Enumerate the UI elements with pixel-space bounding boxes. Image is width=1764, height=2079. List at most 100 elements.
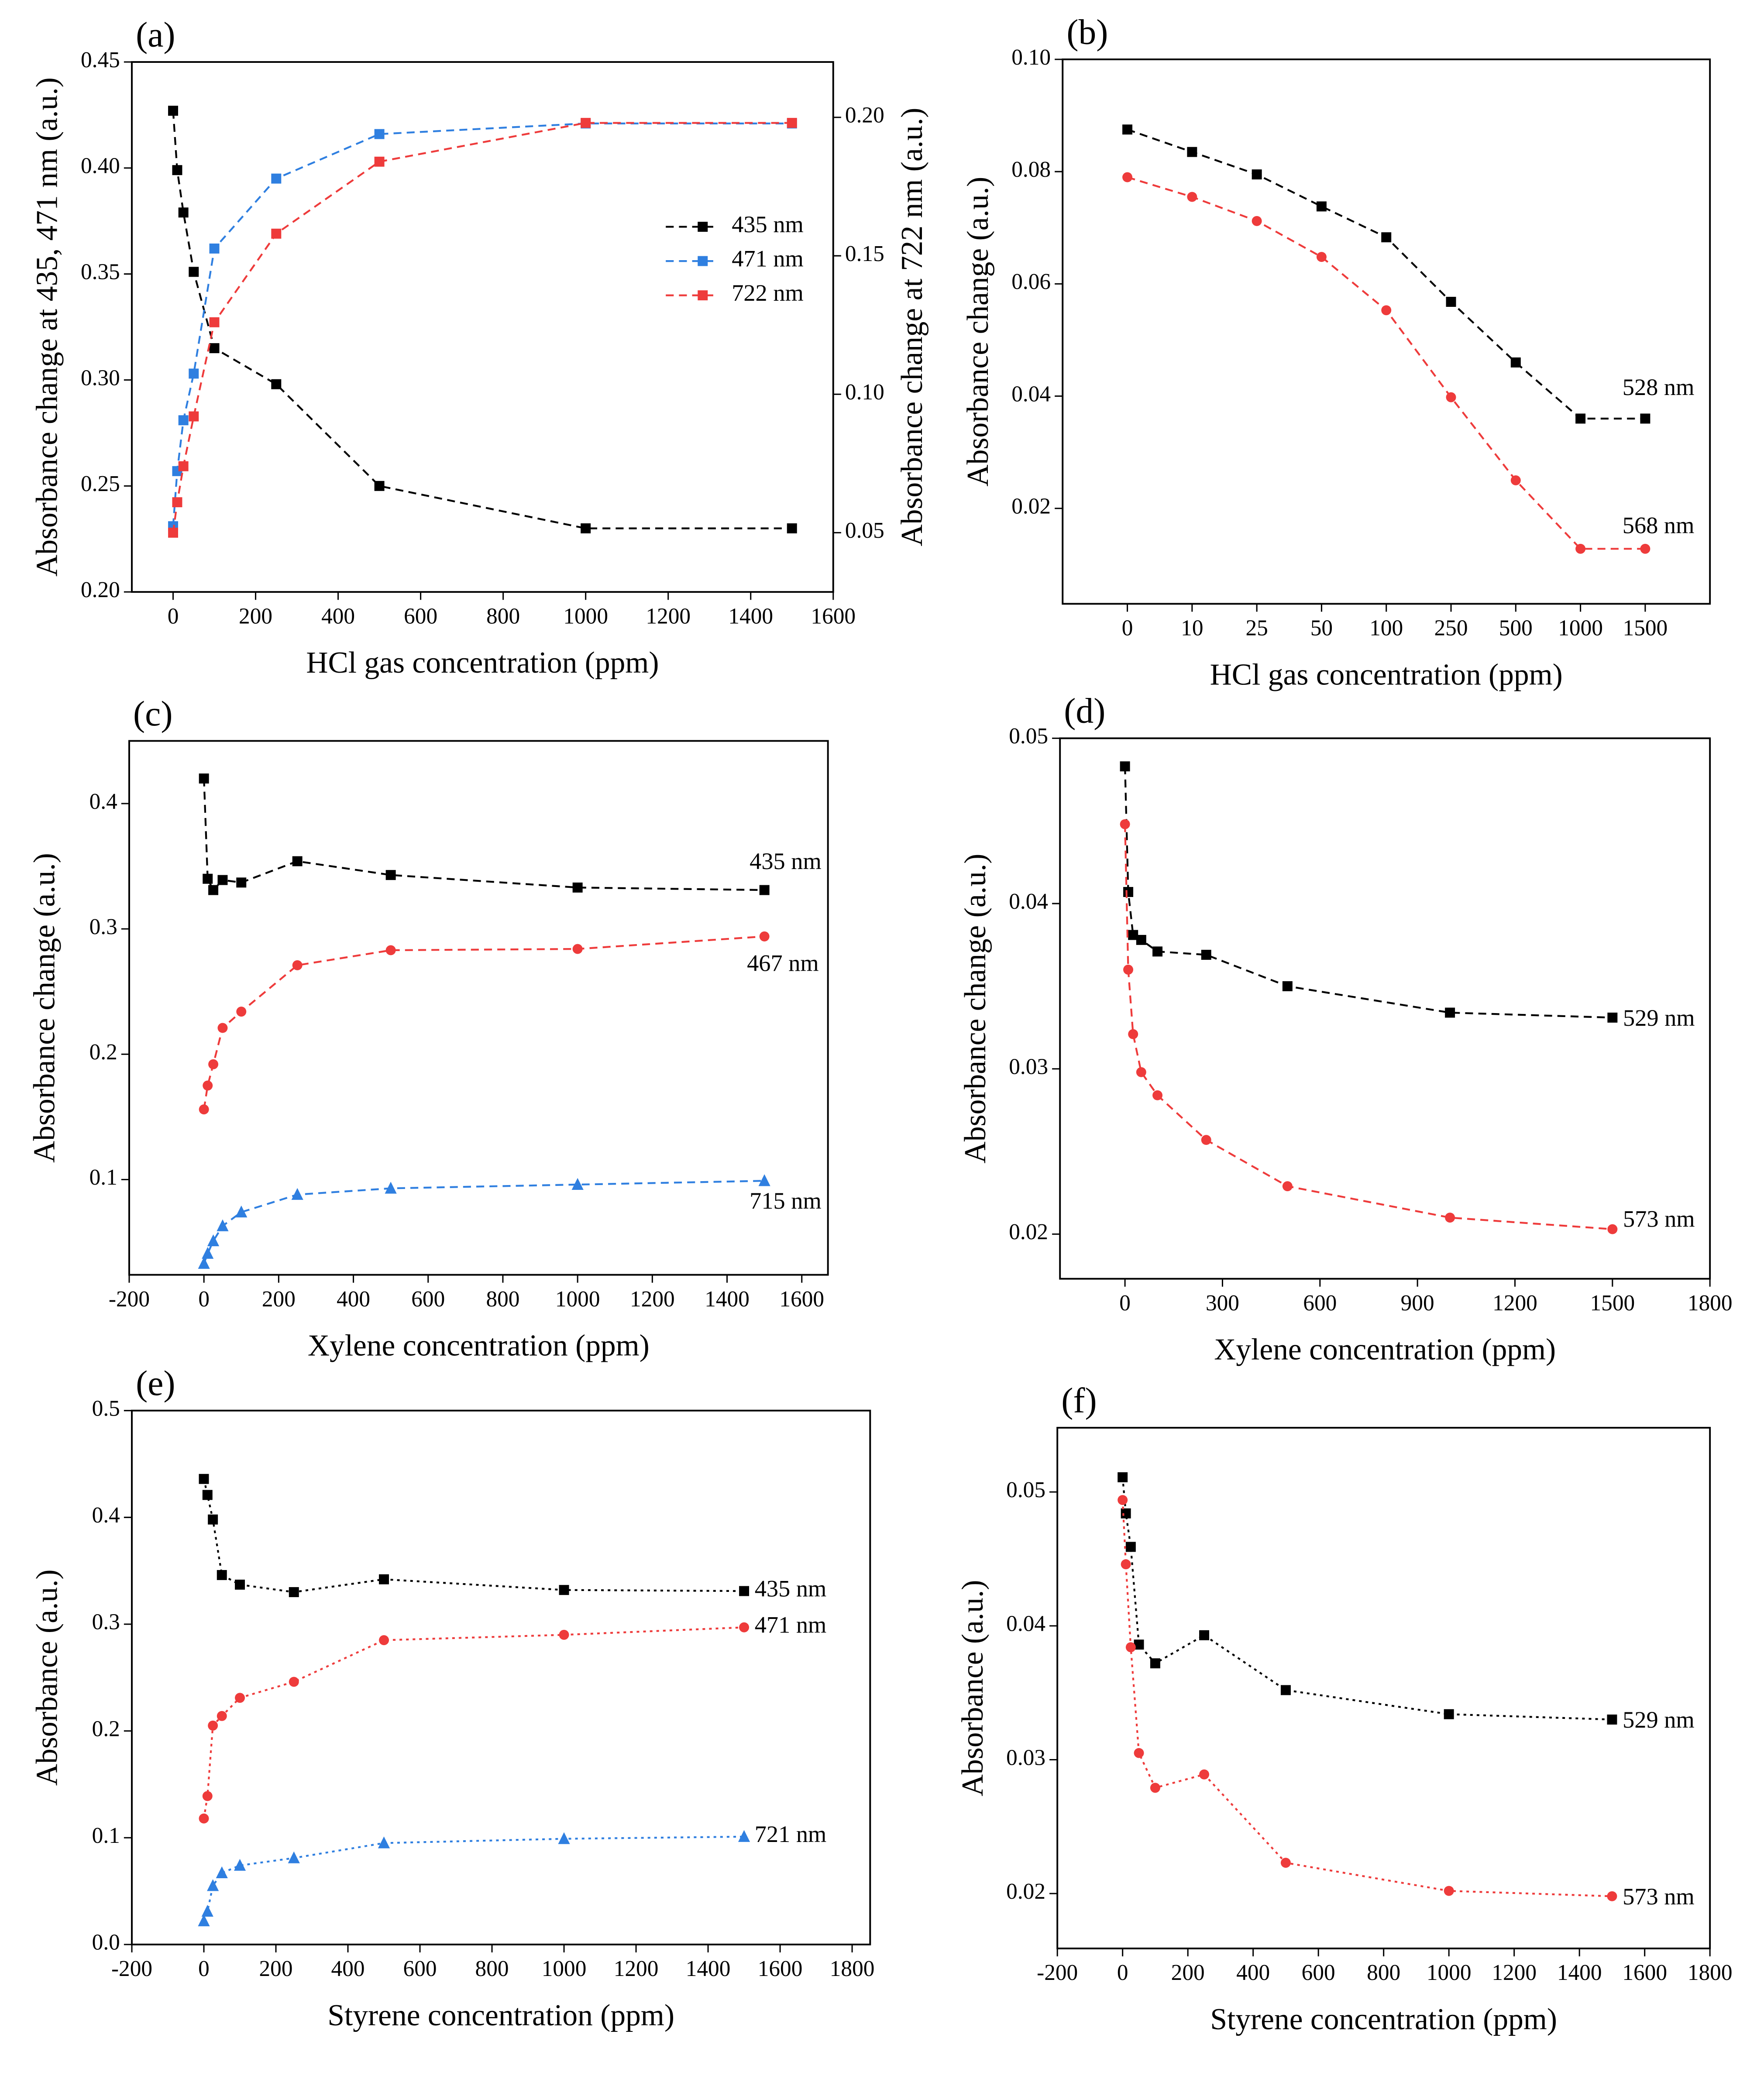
series-label: 435 nm [750, 848, 822, 874]
marker [1640, 543, 1651, 554]
x-tick-label: 1200 [630, 1287, 675, 1312]
marker [1607, 1891, 1617, 1901]
x-tick-label: 1500 [1623, 616, 1668, 641]
marker [1187, 147, 1197, 157]
marker [738, 1830, 750, 1842]
y2-tick-label: 0.10 [845, 380, 884, 405]
marker [178, 207, 189, 218]
x-tick-label: 800 [486, 1287, 519, 1312]
x-tick-label: 800 [1367, 1960, 1400, 1985]
x-tick-label: 900 [1401, 1291, 1434, 1316]
marker [1607, 1012, 1618, 1023]
marker [374, 156, 385, 167]
marker [189, 368, 199, 379]
x-tick-label: 800 [486, 604, 520, 629]
marker [178, 415, 189, 426]
x-tick-label: 1600 [1622, 1960, 1667, 1985]
y-tick-label: 0.3 [92, 1610, 120, 1635]
marker [235, 1693, 245, 1703]
marker [207, 1879, 219, 1891]
marker [1120, 761, 1130, 772]
series-label: 528 nm [1623, 374, 1695, 400]
x-tick-label: 250 [1434, 616, 1468, 641]
y-tick-label: 0.02 [1011, 494, 1051, 519]
y2-tick-label: 0.15 [845, 241, 884, 266]
series-line [1124, 766, 1613, 1019]
x-axis-title: Styrene concentration (ppm) [327, 1999, 674, 2032]
marker [385, 870, 396, 880]
series-line [1121, 1477, 1612, 1721]
x-tick-label: 1600 [758, 1956, 803, 1981]
marker [1123, 887, 1134, 897]
x-tick-label: 200 [1171, 1960, 1205, 1985]
marker [199, 1813, 209, 1824]
x-tick-label: 1200 [1492, 1291, 1537, 1316]
series-label: 573 nm [1623, 1883, 1695, 1910]
marker [217, 1570, 227, 1580]
marker [1122, 172, 1133, 182]
y-axis-title: Absorbance change (a.u.) [961, 177, 995, 487]
y-tick-label: 0.4 [89, 789, 117, 814]
marker [739, 1586, 750, 1596]
marker [217, 1711, 227, 1721]
panel-label: (b) [1066, 12, 1108, 52]
series-label: 573 nm [1623, 1206, 1695, 1232]
y-tick-label: 0.02 [1006, 1879, 1045, 1904]
marker [289, 1587, 299, 1598]
marker [558, 1832, 570, 1844]
series-line [203, 1180, 765, 1264]
y-tick-label: 0.04 [1006, 1612, 1045, 1636]
y-tick-label: 0.10 [1011, 45, 1051, 70]
series-line [203, 1626, 744, 1819]
plot-frame [1062, 58, 1711, 605]
y-axis-title: Absorbance (a.u.) [31, 1569, 64, 1786]
x-axis-title: Xylene concentration (ppm) [1214, 1333, 1556, 1367]
marker [291, 1188, 303, 1200]
series-line [203, 935, 765, 1110]
marker [1316, 201, 1327, 212]
marker [199, 1474, 209, 1484]
x-tick-label: 1000 [1558, 616, 1603, 641]
y-tick-label: 0.45 [81, 48, 120, 72]
marker [208, 1059, 219, 1069]
y-tick-label: 0.1 [89, 1165, 117, 1190]
x-tick-label: 600 [404, 604, 437, 629]
series-label: 529 nm [1623, 1707, 1695, 1733]
marker [378, 1836, 390, 1849]
x-tick-label: 1600 [779, 1287, 824, 1312]
marker [209, 317, 220, 327]
marker [168, 106, 179, 116]
marker [189, 267, 199, 277]
x-axis-title: Xylene concentration (ppm) [308, 1329, 650, 1363]
y-tick-label: 0.40 [81, 154, 120, 179]
marker [787, 523, 797, 533]
x-axis-title: HCl gas concentration (ppm) [306, 646, 659, 680]
y-tick-label: 0.35 [81, 259, 120, 284]
x-tick-label: 1600 [811, 604, 856, 629]
series-line [203, 1835, 744, 1921]
marker [199, 773, 209, 784]
plot-frame [131, 61, 834, 593]
x-tick-label: 1400 [1557, 1960, 1602, 1985]
marker [1201, 1135, 1211, 1145]
marker [1280, 1685, 1291, 1695]
marker [1446, 297, 1456, 307]
x-tick-label: 1200 [1492, 1960, 1537, 1985]
marker [698, 222, 708, 232]
x-tick-label: 600 [1302, 1960, 1335, 1985]
plot-frame [131, 1409, 871, 1945]
marker [236, 877, 247, 888]
plot-frame [1056, 1426, 1711, 1949]
marker [209, 343, 220, 354]
marker [1118, 1495, 1128, 1505]
panel-label: (c) [133, 694, 173, 733]
marker [1607, 1224, 1618, 1234]
marker [208, 1720, 218, 1731]
marker [235, 1579, 245, 1590]
legend-label: 435 nm [732, 211, 804, 237]
x-tick-label: 1800 [830, 1956, 875, 1981]
marker [374, 481, 385, 491]
marker [1445, 1007, 1455, 1018]
marker [1510, 357, 1521, 368]
